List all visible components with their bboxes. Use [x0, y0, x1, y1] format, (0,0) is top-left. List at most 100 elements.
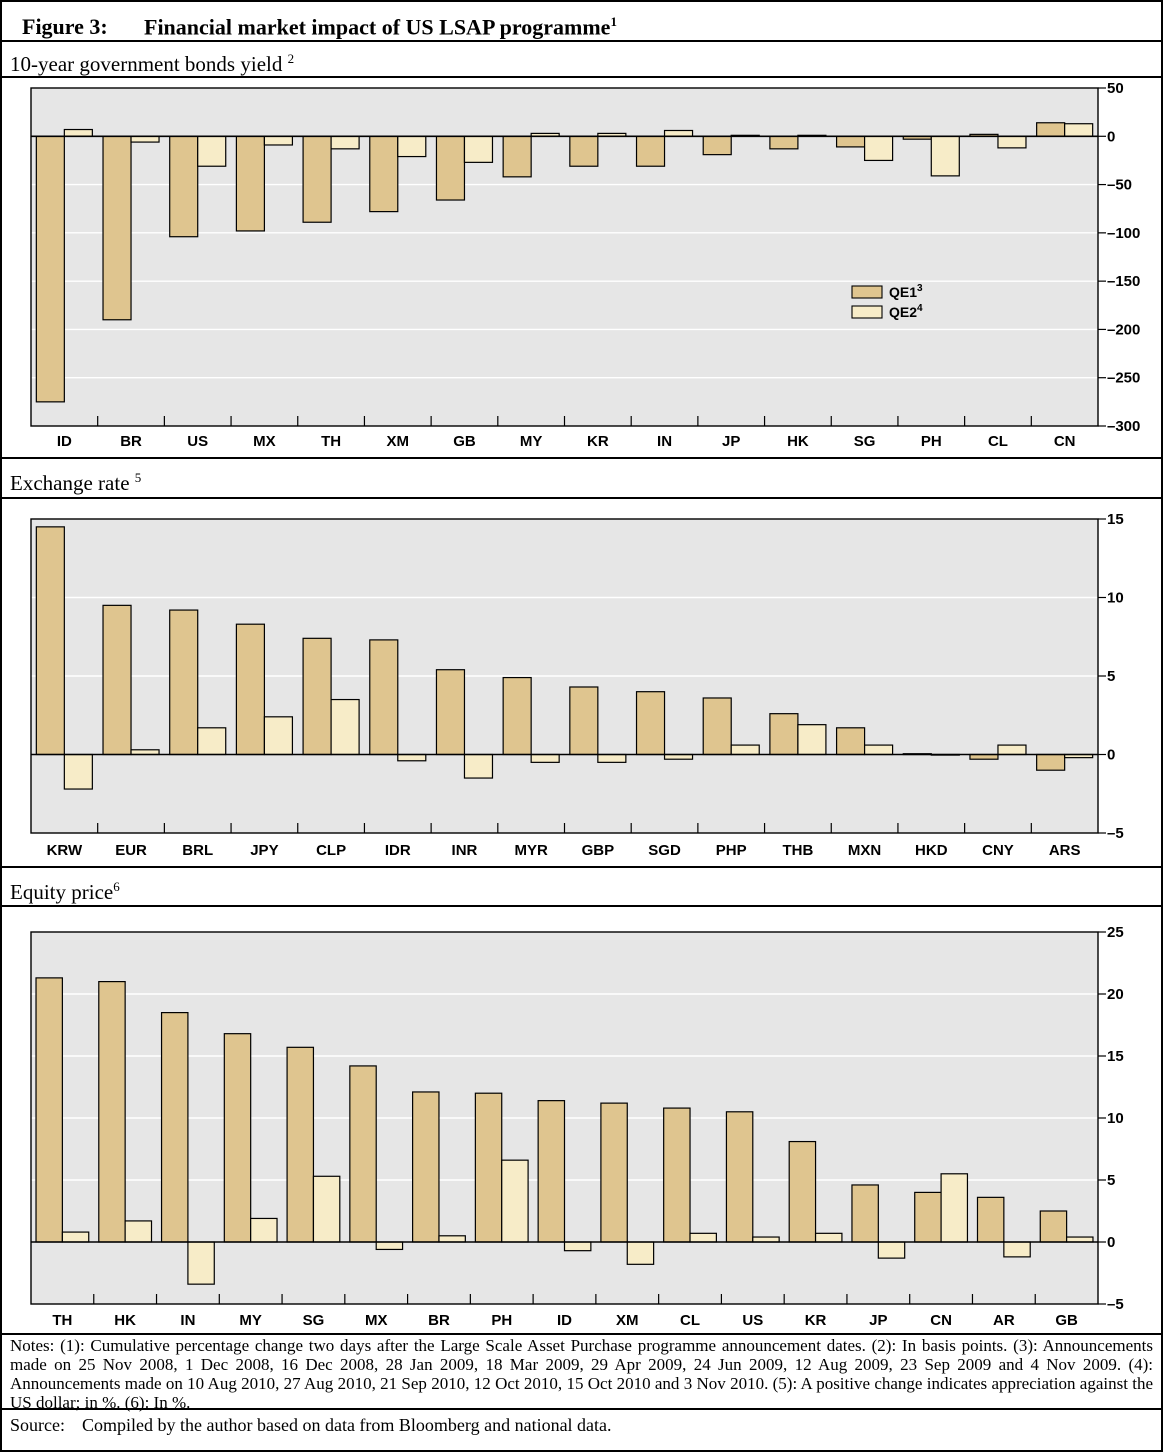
panel-title-bond-yield: 10-year government bonds yield 2 — [10, 42, 294, 76]
bar-qe1-in — [160, 1011, 189, 1243]
x-tick-label: TH — [321, 433, 341, 450]
bar-qe1-cn — [914, 1191, 942, 1243]
divider — [0, 457, 1163, 459]
bar-qe1-cl — [663, 1107, 691, 1243]
bar-qe1-brl — [169, 609, 199, 756]
x-tick-label: HK — [787, 433, 809, 450]
bar-qe2-id — [563, 1241, 592, 1252]
bar-qe2-cny — [997, 744, 1027, 756]
bar-qe2-hk — [124, 1220, 153, 1243]
x-tick-label: GB — [453, 433, 476, 450]
bar-qe2-br — [438, 1235, 466, 1243]
bar-qe2-cn — [940, 1173, 969, 1243]
y-tick-label: –50 — [1107, 177, 1132, 194]
bar-qe2-id — [63, 128, 93, 137]
x-tick-label: XM — [616, 1312, 639, 1329]
bar-qe1-jp — [851, 1184, 879, 1243]
y-tick-label: 15 — [1107, 511, 1124, 528]
bar-qe1-us — [169, 135, 199, 238]
x-tick-label: MXN — [848, 842, 881, 859]
bar-qe2-us — [197, 135, 227, 167]
bar-qe2-inr — [463, 753, 494, 779]
legend-swatch-qe1 — [851, 285, 883, 299]
legend-label-qe1: QE13 — [889, 283, 923, 300]
figure-number: Figure 3: — [22, 14, 108, 40]
bar-qe1-ar — [976, 1196, 1005, 1243]
bar-qe2-kr — [814, 1232, 843, 1243]
bar-qe2-cn — [1064, 123, 1094, 137]
bar-qe1-ph — [474, 1092, 503, 1243]
x-tick-label: PH — [921, 433, 942, 450]
bar-qe2-php — [730, 744, 760, 756]
bar-qe2-gb — [463, 135, 494, 163]
bar-qe1-gbp — [569, 686, 599, 756]
x-tick-label: SG — [854, 433, 876, 450]
bar-qe1-kr — [788, 1140, 817, 1243]
bar-qe1-eur — [102, 604, 132, 756]
x-tick-label: HKD — [915, 842, 948, 859]
x-tick-label: THB — [782, 842, 813, 859]
x-tick-label: BR — [428, 1312, 450, 1329]
x-tick-label: BRL — [182, 842, 213, 859]
bar-qe1-my — [223, 1033, 252, 1243]
bar-qe1-th — [35, 977, 63, 1243]
bar-qe2-gbp — [597, 753, 627, 763]
x-tick-label: ID — [57, 433, 72, 450]
bar-qe1-idr — [369, 639, 399, 756]
bar-qe1-ars — [1036, 753, 1066, 771]
bar-qe2-cl — [689, 1232, 717, 1243]
y-tick-label: 0 — [1107, 747, 1115, 764]
bar-qe2-brl — [197, 727, 227, 756]
x-tick-label: MYR — [514, 842, 548, 859]
bar-qe1-cn — [1036, 122, 1066, 137]
bar-qe2-mx — [375, 1241, 404, 1251]
x-tick-label: IN — [657, 433, 672, 450]
bar-qe1-sgd — [635, 691, 666, 756]
x-tick-label: GB — [1055, 1312, 1078, 1329]
x-tick-label: INR — [452, 842, 478, 859]
figure-title-sup: 1 — [610, 14, 617, 29]
panel-title-sup: 2 — [287, 51, 295, 66]
x-tick-label: JP — [722, 433, 740, 450]
y-tick-label: –5 — [1107, 825, 1124, 842]
x-tick-label: HK — [114, 1312, 136, 1329]
legend-swatch-qe2 — [851, 305, 883, 319]
bar-qe1-mxn — [835, 727, 866, 756]
legend-sup: 4 — [917, 303, 923, 314]
x-tick-label: JP — [869, 1312, 887, 1329]
legend-label-qe2: QE24 — [889, 303, 923, 320]
bar-qe2-clp — [330, 698, 360, 756]
x-tick-label: CN — [930, 1312, 952, 1329]
x-tick-label: IN — [180, 1312, 195, 1329]
bar-qe2-in — [663, 129, 694, 137]
bar-qe1-id — [537, 1100, 566, 1243]
bar-qe2-jp — [877, 1241, 906, 1259]
bar-qe1-mx — [235, 135, 266, 232]
x-tick-label: CNY — [982, 842, 1014, 859]
divider — [0, 1333, 1163, 1335]
bar-qe2-xm — [626, 1241, 655, 1265]
x-tick-label: CL — [680, 1312, 700, 1329]
x-tick-label: IDR — [385, 842, 411, 859]
panel-title-text: Exchange rate — [10, 471, 135, 495]
source-text: Compiled by the author based on data fro… — [82, 1415, 612, 1435]
x-tick-label: JPY — [250, 842, 278, 859]
y-tick-label: 10 — [1107, 590, 1124, 607]
figure-title: Figure 3: Financial market impact of US L… — [22, 4, 617, 40]
y-tick-label: 20 — [1107, 986, 1124, 1003]
bar-qe2-my — [250, 1217, 278, 1243]
y-tick-label: 5 — [1107, 1172, 1115, 1189]
panel-title-text: 10-year government bonds yield — [10, 52, 288, 76]
x-tick-label: EUR — [115, 842, 147, 859]
bar-qe1-sg — [286, 1046, 315, 1243]
bar-qe1-hk — [769, 135, 799, 150]
bar-qe2-xm — [397, 135, 427, 158]
bar-qe1-hk — [98, 980, 126, 1243]
y-tick-label: 0 — [1107, 1234, 1115, 1251]
y-tick-label: 50 — [1107, 80, 1124, 97]
panel-title-sup: 6 — [113, 879, 120, 894]
x-tick-label: ARS — [1049, 842, 1081, 859]
bar-qe1-inr — [435, 669, 466, 756]
bar-qe2-jpy — [263, 716, 294, 756]
